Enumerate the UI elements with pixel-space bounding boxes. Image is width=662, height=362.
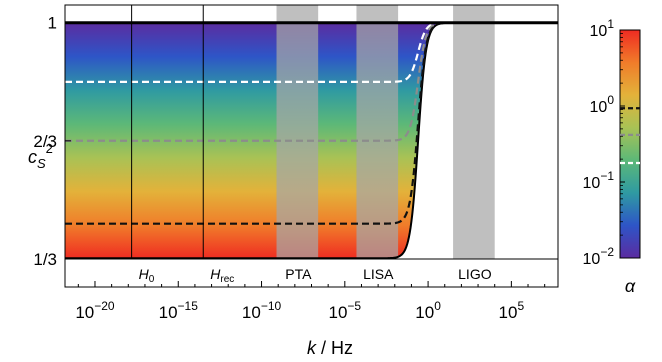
- colorbar-tick-label-exponent: 0: [607, 93, 614, 107]
- vline-label-hrec: Hrec: [210, 266, 234, 285]
- y-tick-label: 1: [48, 14, 57, 33]
- colorbar-tick-label: 101: [590, 17, 615, 40]
- x-tick-label-base: 10: [75, 303, 94, 322]
- colorbar-tick-label-exponent: 1: [607, 17, 614, 31]
- y-tick-label: 1/3: [33, 250, 57, 269]
- x-tick-label-exponent: −20: [94, 299, 115, 313]
- x-tick-label-base: 10: [242, 303, 261, 322]
- band-ligo: [453, 5, 495, 259]
- y-axis-label-base: c: [28, 147, 37, 167]
- y-axis-label: cS2: [28, 141, 53, 171]
- band-label-ligo: LIGO: [458, 266, 492, 282]
- x-tick-label-exponent: −5: [347, 299, 361, 313]
- x-tick-label-exponent: 5: [517, 299, 524, 313]
- x-tick-label: 10−20: [75, 299, 115, 322]
- colorbar-tick-label-base: 10: [583, 251, 601, 268]
- band-pta: [276, 5, 319, 259]
- colorbar-gradient: [619, 29, 641, 259]
- y-axis-label-sub: S: [37, 156, 46, 171]
- y-axis: 1 2/3 1/3: [33, 14, 71, 269]
- x-axis-label-unit: / Hz: [316, 338, 353, 358]
- colorbar-tick-label-base: 10: [590, 23, 608, 40]
- x-axis-label: k / Hz: [307, 338, 353, 358]
- x-tick-label-exponent: 0: [434, 299, 441, 313]
- band-label-lisa: LISA: [363, 266, 394, 282]
- band-lisa: [356, 5, 399, 259]
- colorbar-tick-label-exponent: −1: [600, 169, 614, 183]
- dashed-curve-1: [65, 21, 558, 84]
- plot-area: PTA LISA LIGO H0 Hrec: [64, 4, 559, 288]
- x-tick-label: 10−10: [242, 299, 282, 322]
- y-tick-label: 2/3: [33, 132, 57, 151]
- x-tick-label: 10−5: [329, 299, 362, 322]
- x-tick-label-exponent: −10: [261, 299, 282, 313]
- x-axis-label-var: k: [307, 338, 317, 358]
- colorbar-tick-label-exponent: −2: [600, 245, 614, 259]
- colorbar-tick-label: 10−2: [583, 245, 615, 268]
- colorbar-tick-label: 10−1: [583, 169, 615, 192]
- x-tick-label: 100: [415, 299, 441, 322]
- x-tick-label-base: 10: [499, 303, 518, 322]
- colorbar-label: α: [625, 276, 636, 296]
- x-tick-label: 105: [499, 299, 525, 322]
- band-label-pta: PTA: [285, 266, 312, 282]
- x-tick-label-base: 10: [159, 303, 178, 322]
- x-tick-label-base: 10: [415, 303, 434, 322]
- x-tick-label-base: 10: [329, 303, 348, 322]
- vline-label-h0: H0: [139, 266, 155, 285]
- colorbar-tick-label: 100: [590, 93, 615, 116]
- colorbar-tick-label-base: 10: [583, 175, 601, 192]
- x-tick-label: 10−15: [159, 299, 199, 322]
- x-axis: 10−20 10−15 10−10 10−5 100 105: [75, 281, 546, 322]
- x-tick-label-exponent: −15: [178, 299, 199, 313]
- colorbar-tick-label-base: 10: [590, 99, 608, 116]
- y-axis-label-sup: 2: [46, 141, 53, 156]
